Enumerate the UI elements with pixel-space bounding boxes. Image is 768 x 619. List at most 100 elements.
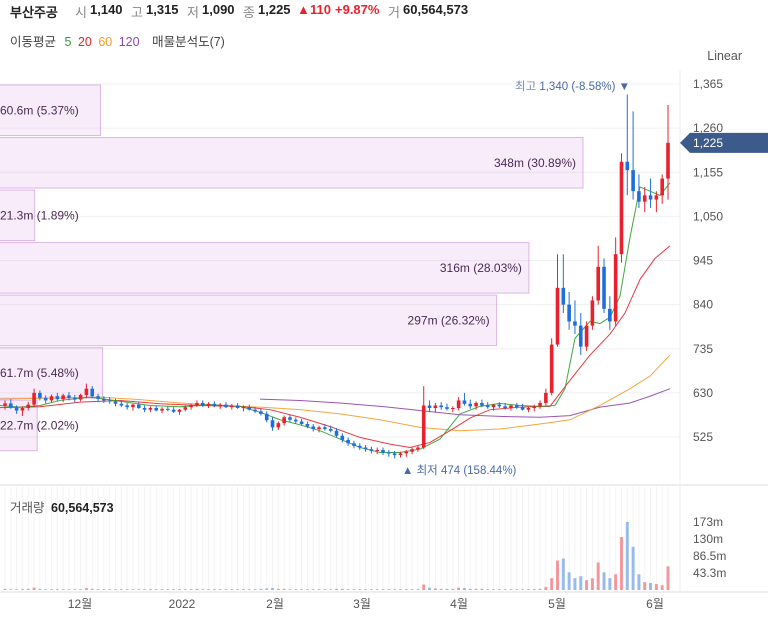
volume-bar: [439, 588, 443, 590]
candle-body: [497, 404, 502, 407]
candle-body: [323, 427, 327, 430]
volume-bar: [393, 589, 397, 590]
volume-bar: [544, 586, 548, 590]
time-tick-label: 2022: [169, 597, 196, 611]
volume-bar: [259, 588, 263, 590]
volume-bar: [369, 589, 373, 590]
candle-body: [468, 403, 473, 407]
volume-bar: [90, 588, 94, 590]
candle-body: [72, 397, 77, 400]
volume-bar: [3, 588, 7, 590]
ma120-legend[interactable]: 120: [118, 35, 140, 49]
candle-body: [230, 405, 234, 408]
volume-bar: [265, 588, 269, 590]
volume-bar: [503, 589, 507, 590]
volume-bar: [654, 584, 658, 590]
volume-profile-label: 21.3m (1.89%): [0, 208, 79, 222]
candle-body: [404, 451, 409, 454]
candle-body: [206, 403, 211, 406]
moving-average-label[interactable]: 이동평균: [10, 35, 57, 49]
candle-body: [142, 408, 147, 410]
candle-body: [608, 308, 612, 322]
change-percent: +9.87%: [335, 2, 380, 17]
candle-body: [561, 287, 566, 305]
volume-bar: [422, 584, 426, 590]
candle-body: [567, 304, 571, 322]
candle-body: [166, 408, 170, 410]
candle-body: [102, 398, 106, 401]
volume-bar: [550, 578, 554, 590]
candle-body: [26, 404, 31, 409]
candle-body: [61, 395, 65, 400]
candle-body: [270, 420, 275, 428]
volume-bar: [79, 589, 83, 590]
stock-name[interactable]: 부산주공: [10, 5, 58, 20]
candle-body: [282, 417, 286, 424]
candle-body: [613, 254, 618, 322]
volume-bar: [114, 589, 117, 590]
candle-body: [578, 325, 583, 347]
ma20-line: [0, 245, 671, 449]
candle-body: [352, 443, 356, 446]
candle-body: [549, 344, 554, 393]
candle-body: [503, 406, 507, 409]
candle-body: [445, 407, 449, 409]
candle-body: [49, 396, 54, 401]
volume-bar: [288, 589, 292, 590]
candle-body: [392, 453, 397, 456]
volume-bar: [44, 589, 48, 590]
ma20-legend[interactable]: 20: [77, 35, 92, 49]
volume-bar: [614, 574, 618, 590]
time-tick-label: 2월: [266, 597, 284, 611]
candle-body: [84, 388, 89, 395]
scale-mode-toggle[interactable]: Linear: [707, 49, 742, 63]
candle-body: [555, 287, 560, 345]
volume-bar: [428, 587, 432, 590]
ma120-line: [259, 388, 671, 418]
volume-bar: [556, 560, 559, 590]
volume-profile-bar: [0, 294, 498, 347]
candle-body: [200, 402, 205, 406]
volume-value: 60,564,573: [403, 2, 469, 17]
volume-bar: [404, 589, 408, 590]
volume-bar: [148, 589, 152, 590]
volume-bar: [119, 589, 123, 590]
candle-body: [241, 407, 246, 409]
volume-bar: [55, 589, 59, 590]
ma60-legend[interactable]: 60: [98, 35, 113, 49]
open-label: 시: [75, 5, 87, 20]
volume-profile-bar: [0, 242, 530, 294]
candle-body: [20, 408, 25, 411]
ma5-legend[interactable]: 5: [64, 35, 72, 49]
price-tick-label: 1,155: [693, 165, 723, 179]
volume-bar: [166, 589, 170, 590]
candle-body: [410, 449, 414, 452]
time-tick-label: 3월: [353, 597, 371, 611]
candle-body: [32, 392, 36, 405]
candle-body: [421, 405, 426, 448]
price-tick-label: 630: [693, 386, 713, 400]
candle-body: [573, 321, 577, 326]
volume-bar: [515, 589, 519, 590]
volume-bar: [457, 587, 461, 590]
volume-bar: [26, 588, 30, 590]
candle-body: [340, 435, 345, 440]
volume-profile-bar: [0, 399, 38, 452]
candle-body: [67, 395, 71, 398]
candle-body: [212, 403, 217, 407]
volume-bar: [218, 589, 222, 590]
candle-body: [363, 447, 368, 450]
volume-bar: [247, 589, 251, 590]
volume-bar: [335, 588, 338, 590]
candle-body: [154, 408, 159, 411]
volume-profile-legend[interactable]: 매물분석도(7): [152, 35, 225, 49]
time-tick-label: 6월: [646, 597, 664, 611]
indicator-legend: 이동평균 5 20 60 120 매물분석도(7): [10, 31, 230, 50]
volume-bar: [15, 589, 19, 590]
candle-body: [544, 392, 548, 403]
candle-body: [514, 405, 519, 408]
volume-tick-label: 130m: [693, 532, 723, 546]
candle-body: [119, 403, 124, 406]
volume-bar: [50, 589, 54, 590]
